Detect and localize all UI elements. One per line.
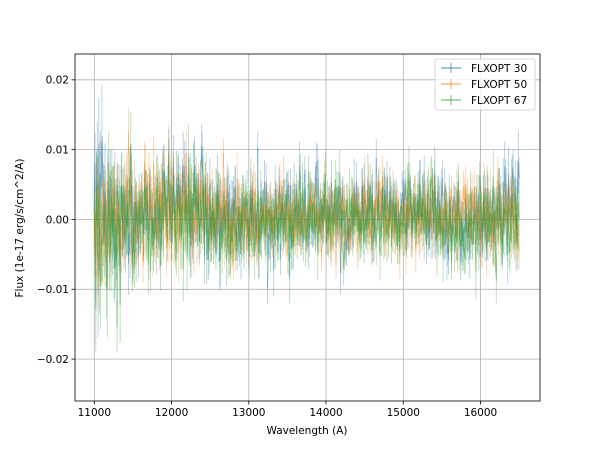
y-tick-label: −0.02 (37, 354, 69, 366)
series-flxopt-67 (93, 112, 520, 353)
series-errorbars (93, 112, 520, 353)
legend-label-flxopt-67: FLXOPT 67 (471, 95, 527, 107)
x-tick-label: 15000 (387, 407, 420, 419)
x-tick-label: 14000 (309, 407, 342, 419)
series-errorbars (93, 85, 520, 338)
series-line (93, 132, 520, 288)
legend-entry-flxopt-67: FLXOPT 67 (441, 95, 527, 107)
series-line (93, 136, 520, 295)
x-tick-label: 16000 (464, 407, 497, 419)
ticks: 11000 12000 13000 14000 15000 16000 −0.02 −0.01… (37, 75, 497, 419)
legend-entry-flxopt-50: FLXOPT 50 (441, 79, 527, 91)
grid-lines (75, 54, 540, 401)
series-flxopt-30 (93, 85, 520, 338)
axes-frame (74, 53, 541, 402)
x-axis-label: Wavelength (A) (266, 425, 347, 437)
y-tick-label: 0.02 (46, 75, 69, 87)
y-tick-label: −0.01 (37, 284, 69, 296)
legend: FLXOPT 30 FLXOPT 50 FLXOPT 67 (434, 58, 536, 111)
x-tick-label: 11000 (78, 407, 111, 419)
series-errorbars (93, 108, 520, 309)
series-line (93, 143, 520, 328)
legend-label-flxopt-30: FLXOPT 30 (471, 63, 527, 75)
y-tick-label: 0.01 (46, 144, 69, 156)
y-tick-label: 0.00 (46, 214, 69, 226)
y-axis-label: Flux (1e-17 erg/s/cm^2/A) (14, 159, 26, 298)
legend-label-flxopt-50: FLXOPT 50 (471, 79, 527, 91)
plot-area (75, 54, 540, 401)
series-layer (93, 85, 520, 353)
legend-box (434, 58, 536, 111)
x-tick-label: 13000 (232, 407, 265, 419)
series-flxopt-50 (93, 108, 520, 309)
x-tick-label: 12000 (155, 407, 188, 419)
legend-entry-flxopt-30: FLXOPT 30 (441, 63, 527, 75)
